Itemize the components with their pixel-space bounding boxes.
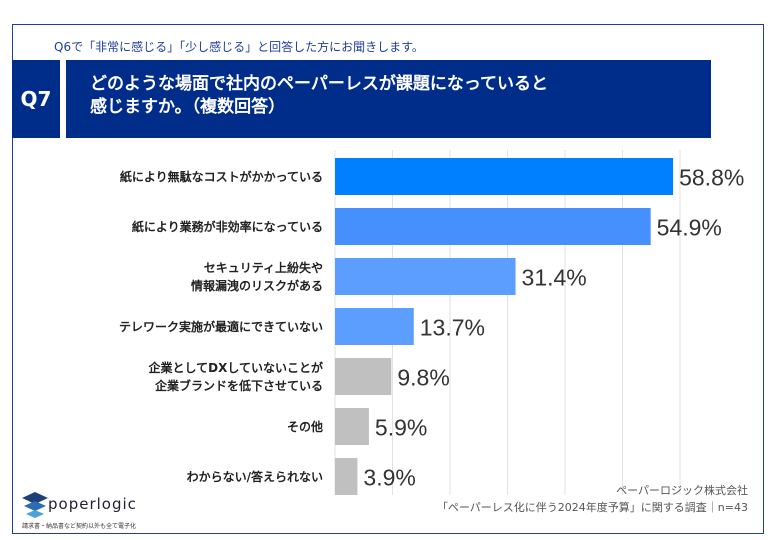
question-title: どのような場面で社内のペーパーレスが課題になっていると 感じますか。（複数回答） (66, 60, 711, 138)
question-line-2: 感じますか。（複数回答） (90, 97, 286, 117)
value-label: 9.8% (397, 365, 449, 391)
category-label: その他 (286, 419, 323, 434)
bar (335, 358, 392, 395)
question-line-1: どのような場面で社内のペーパーレスが課題になっていると (90, 74, 548, 94)
category-label: 企業としてDXしていないことが 企業ブランドを低下させている (148, 360, 324, 393)
category-label: 紙により無駄なコストがかかっている (119, 169, 323, 184)
value-label: 3.9% (363, 465, 415, 491)
category-label: 紙により業務が非効率になっている (131, 219, 323, 234)
value-label: 58.8% (679, 165, 744, 191)
survey-name: 「ペーパーレス化に伴う2024年度予算」に関する調査｜n=43 (436, 501, 748, 514)
category-label: セキュリティ上紛失や 情報漏洩のリスクがある (190, 260, 323, 293)
bar (335, 258, 516, 295)
source: ペーパーロジック株式会社「ペーパーレス化に伴う2024年度予算」に関する調査｜n… (437, 482, 748, 516)
question-number: Q7 (12, 60, 60, 138)
bar (335, 408, 369, 445)
value-label: 54.9% (657, 215, 722, 241)
value-label: 13.7% (420, 315, 485, 341)
bar (335, 458, 358, 495)
logo-icon (22, 492, 48, 518)
bar (335, 208, 651, 245)
category-label: テレワーク実施が最適にできていない (118, 319, 323, 334)
frame (12, 24, 764, 534)
value-label: 31.4% (522, 265, 587, 291)
category-label: わからない/答えられない (186, 469, 323, 484)
bar (335, 308, 414, 345)
value-label: 5.9% (375, 415, 427, 441)
bar (335, 158, 674, 195)
subtitle: Q6で「非常に感じる」「少し感じる」と回答した方にお聞きします。 (54, 40, 424, 54)
company-name: ペーパーロジック株式会社 (616, 484, 748, 497)
tagline: 請求書・納品書など契約以外も全て電子化 (22, 523, 137, 530)
logo-text: poperlogic (48, 495, 137, 513)
